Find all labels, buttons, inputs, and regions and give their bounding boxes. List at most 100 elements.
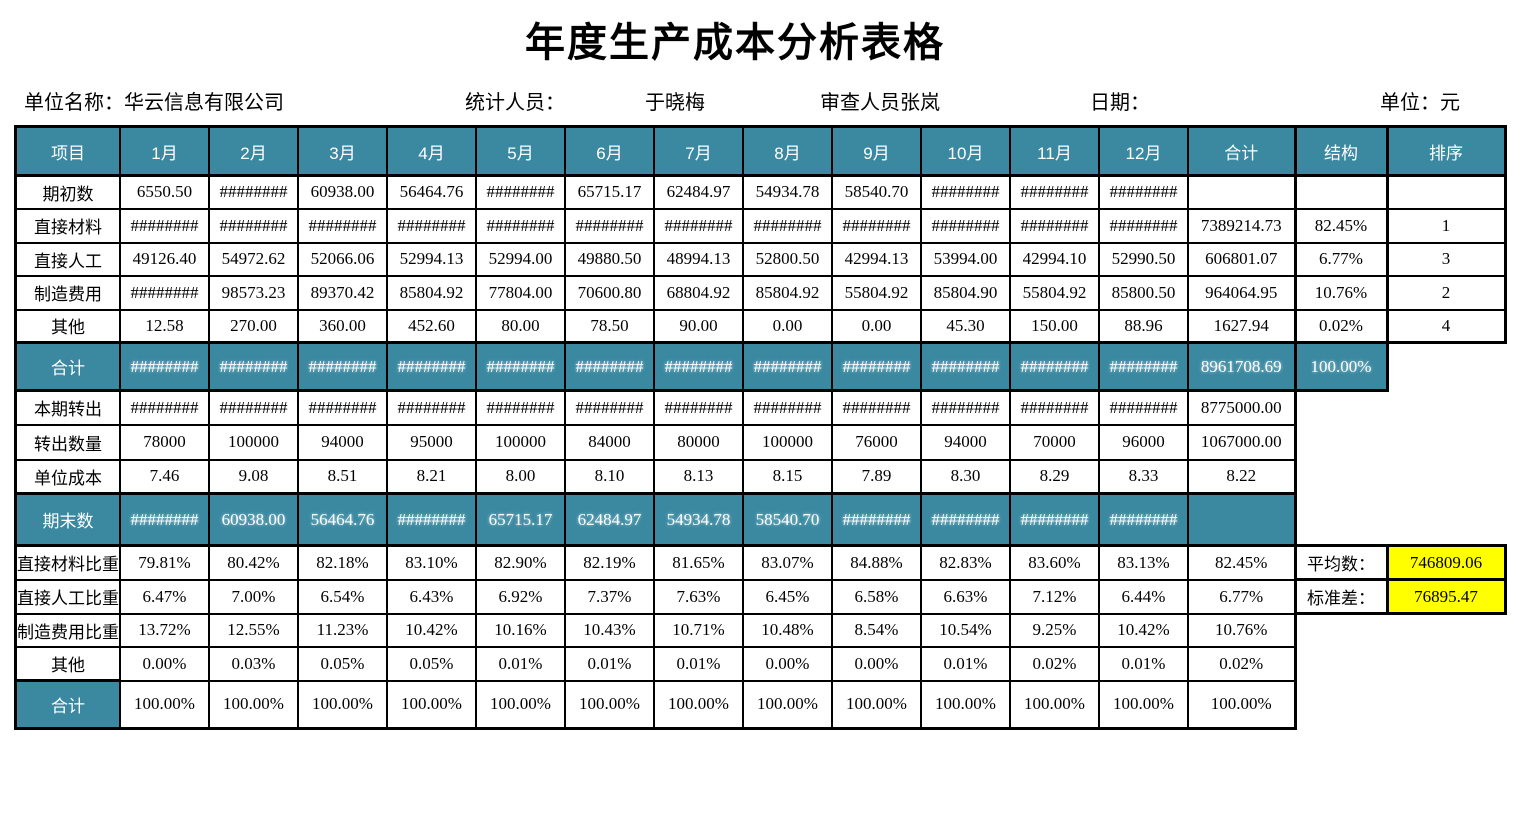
cell[interactable]: 70600.80 (564, 274, 655, 311)
row-label-其他[interactable]: 其他 (14, 645, 121, 682)
cell[interactable]: 0.01% (564, 645, 655, 682)
column-header-12月[interactable]: 12月 (1098, 125, 1189, 177)
cell-rank[interactable] (1386, 174, 1507, 210)
column-header-5月[interactable]: 5月 (475, 125, 566, 177)
cell[interactable]: 76000 (831, 423, 922, 461)
cell-total[interactable]: 6.77% (1187, 578, 1297, 615)
cell-total[interactable]: 10.76% (1187, 612, 1297, 648)
cell[interactable]: 52800.50 (742, 241, 833, 277)
cell[interactable]: 83.10% (386, 544, 477, 581)
cell[interactable]: ######## (564, 341, 655, 392)
cell[interactable]: ######## (208, 174, 299, 210)
cell[interactable]: 56464.76 (297, 492, 388, 547)
cell[interactable]: 6.43% (386, 578, 477, 615)
stddev-label[interactable]: 标准差： (1293, 578, 1389, 615)
cell-total[interactable]: 7389214.73 (1187, 207, 1297, 244)
cell[interactable]: 0.00% (742, 645, 833, 682)
cell[interactable]: 8.30 (920, 458, 1011, 495)
cell[interactable]: ######## (1098, 492, 1189, 547)
cell[interactable]: ######## (386, 389, 477, 426)
cell[interactable]: ######## (297, 207, 388, 244)
cell[interactable]: 9.08 (208, 458, 299, 495)
cell[interactable]: 6.58% (831, 578, 922, 615)
cell-total[interactable]: 8961708.69 (1187, 341, 1297, 392)
column-header-11月[interactable]: 11月 (1009, 125, 1100, 177)
row-label-本期转出[interactable]: 本期转出 (14, 389, 121, 426)
cell[interactable]: 94000 (297, 423, 388, 461)
column-header-8月[interactable]: 8月 (742, 125, 833, 177)
row-label-其他[interactable]: 其他 (14, 308, 121, 344)
row-label-直接材料[interactable]: 直接材料 (14, 207, 121, 244)
column-header-3月[interactable]: 3月 (297, 125, 388, 177)
row-label-期初数[interactable]: 期初数 (14, 174, 121, 210)
cell[interactable]: ######## (475, 389, 566, 426)
cell[interactable]: 10.42% (1098, 612, 1189, 648)
cell-total[interactable] (1187, 492, 1297, 547)
cell[interactable]: 65715.17 (564, 174, 655, 210)
cell[interactable]: 100.00% (297, 679, 388, 730)
cell[interactable]: ######## (1009, 492, 1100, 547)
cell[interactable]: 8.33 (1098, 458, 1189, 495)
cell[interactable]: ######## (653, 341, 744, 392)
cell[interactable]: ######## (386, 207, 477, 244)
cell[interactable]: 52994.00 (475, 241, 566, 277)
cell[interactable]: 82.18% (297, 544, 388, 581)
cell[interactable]: 8.00 (475, 458, 566, 495)
cell[interactable]: 6.47% (119, 578, 210, 615)
cell[interactable]: ######## (920, 207, 1011, 244)
row-label-制造费用比重[interactable]: 制造费用比重 (14, 612, 121, 648)
row-label-转出数量[interactable]: 转出数量 (14, 423, 121, 461)
cell-total[interactable]: 100.00% (1187, 679, 1297, 730)
cell[interactable]: 48994.13 (653, 241, 744, 277)
cell-total[interactable]: 8775000.00 (1187, 389, 1297, 426)
cell[interactable]: 9.25% (1009, 612, 1100, 648)
cell-structure[interactable]: 6.77% (1293, 241, 1389, 277)
cell[interactable]: ######## (1098, 389, 1189, 426)
cell[interactable]: 150.00 (1009, 308, 1100, 344)
cell[interactable]: 0.01% (653, 645, 744, 682)
cell[interactable]: ######## (653, 207, 744, 244)
row-label-直接人工比重[interactable]: 直接人工比重 (14, 578, 121, 615)
cell[interactable]: ######## (653, 389, 744, 426)
cell[interactable]: 8.29 (1009, 458, 1100, 495)
cell[interactable]: 8.21 (386, 458, 477, 495)
cell[interactable]: 83.07% (742, 544, 833, 581)
cell-rank[interactable]: 4 (1386, 308, 1507, 344)
cell-structure[interactable] (1293, 174, 1389, 210)
cell[interactable]: 62484.97 (653, 174, 744, 210)
cell-total[interactable]: 0.02% (1187, 645, 1297, 682)
cell[interactable]: ######## (920, 389, 1011, 426)
cell[interactable]: 95000 (386, 423, 477, 461)
cell[interactable]: 100000 (475, 423, 566, 461)
cell[interactable]: 0.00 (831, 308, 922, 344)
cell[interactable]: ######## (564, 207, 655, 244)
cell[interactable]: ######## (386, 492, 477, 547)
cell[interactable]: 7.46 (119, 458, 210, 495)
cell[interactable]: 80.42% (208, 544, 299, 581)
column-header-7月[interactable]: 7月 (653, 125, 744, 177)
cell[interactable]: 0.01% (920, 645, 1011, 682)
cell[interactable]: 7.89 (831, 458, 922, 495)
cell[interactable]: 0.03% (208, 645, 299, 682)
cell[interactable]: 8.10 (564, 458, 655, 495)
cell[interactable]: 0.05% (386, 645, 477, 682)
cell[interactable]: 53994.00 (920, 241, 1011, 277)
cell-structure[interactable]: 82.45% (1293, 207, 1389, 244)
cell[interactable]: ######## (831, 389, 922, 426)
row-label-直接材料比重[interactable]: 直接材料比重 (14, 544, 121, 581)
cell[interactable]: ######## (831, 492, 922, 547)
cell[interactable]: ######## (1009, 207, 1100, 244)
cell[interactable]: 100000 (742, 423, 833, 461)
cell[interactable]: ######## (920, 174, 1011, 210)
cell[interactable]: 7.63% (653, 578, 744, 615)
cell[interactable]: 6.63% (920, 578, 1011, 615)
row-label-直接人工[interactable]: 直接人工 (14, 241, 121, 277)
cell[interactable]: 85804.92 (742, 274, 833, 311)
cell[interactable]: 360.00 (297, 308, 388, 344)
cell[interactable]: 62484.97 (564, 492, 655, 547)
cell[interactable]: 49880.50 (564, 241, 655, 277)
cell-rank[interactable]: 3 (1386, 241, 1507, 277)
average-value[interactable]: 746809.06 (1385, 544, 1507, 581)
cell-total[interactable]: 606801.07 (1187, 241, 1297, 277)
cell[interactable]: ######## (742, 207, 833, 244)
